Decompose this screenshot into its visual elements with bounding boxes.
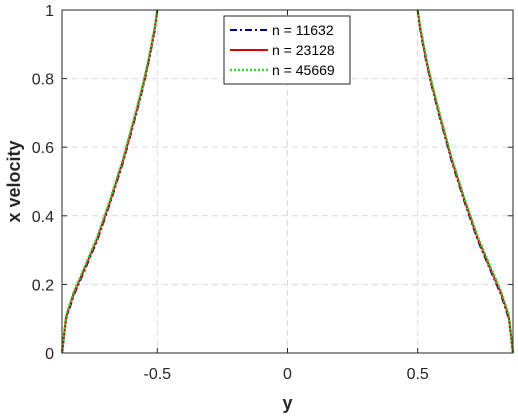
legend-label-1: n = 11632: [272, 22, 334, 38]
x-tick-label: 0.5: [407, 366, 429, 383]
series-line-3-right: [416, 9, 515, 354]
y-tick-label: 0.4: [32, 209, 54, 226]
ticks: -0.5 0 0.5 0 0.2 0.4 0.6 0.8 1: [32, 3, 513, 383]
y-tick-label: 1: [45, 3, 54, 20]
legend-label-2: n = 23128: [272, 42, 335, 58]
series-line-3-left: [60, 9, 159, 354]
y-tick-label: 0.2: [32, 277, 54, 294]
series-lines: [60, 9, 515, 354]
x-tick-label: 0: [283, 366, 292, 383]
y-tick-label: 0: [45, 346, 54, 363]
y-tick-label: 0.8: [32, 72, 54, 89]
x-axis-label: y: [282, 393, 292, 413]
y-tick-label: 0.6: [32, 140, 54, 157]
legend-label-3: n = 45669: [272, 62, 335, 78]
y-axis-label: x velocity: [4, 140, 24, 222]
x-tick-label: -0.5: [144, 366, 172, 383]
legend: n = 11632 n = 23128 n = 45669: [223, 15, 351, 85]
